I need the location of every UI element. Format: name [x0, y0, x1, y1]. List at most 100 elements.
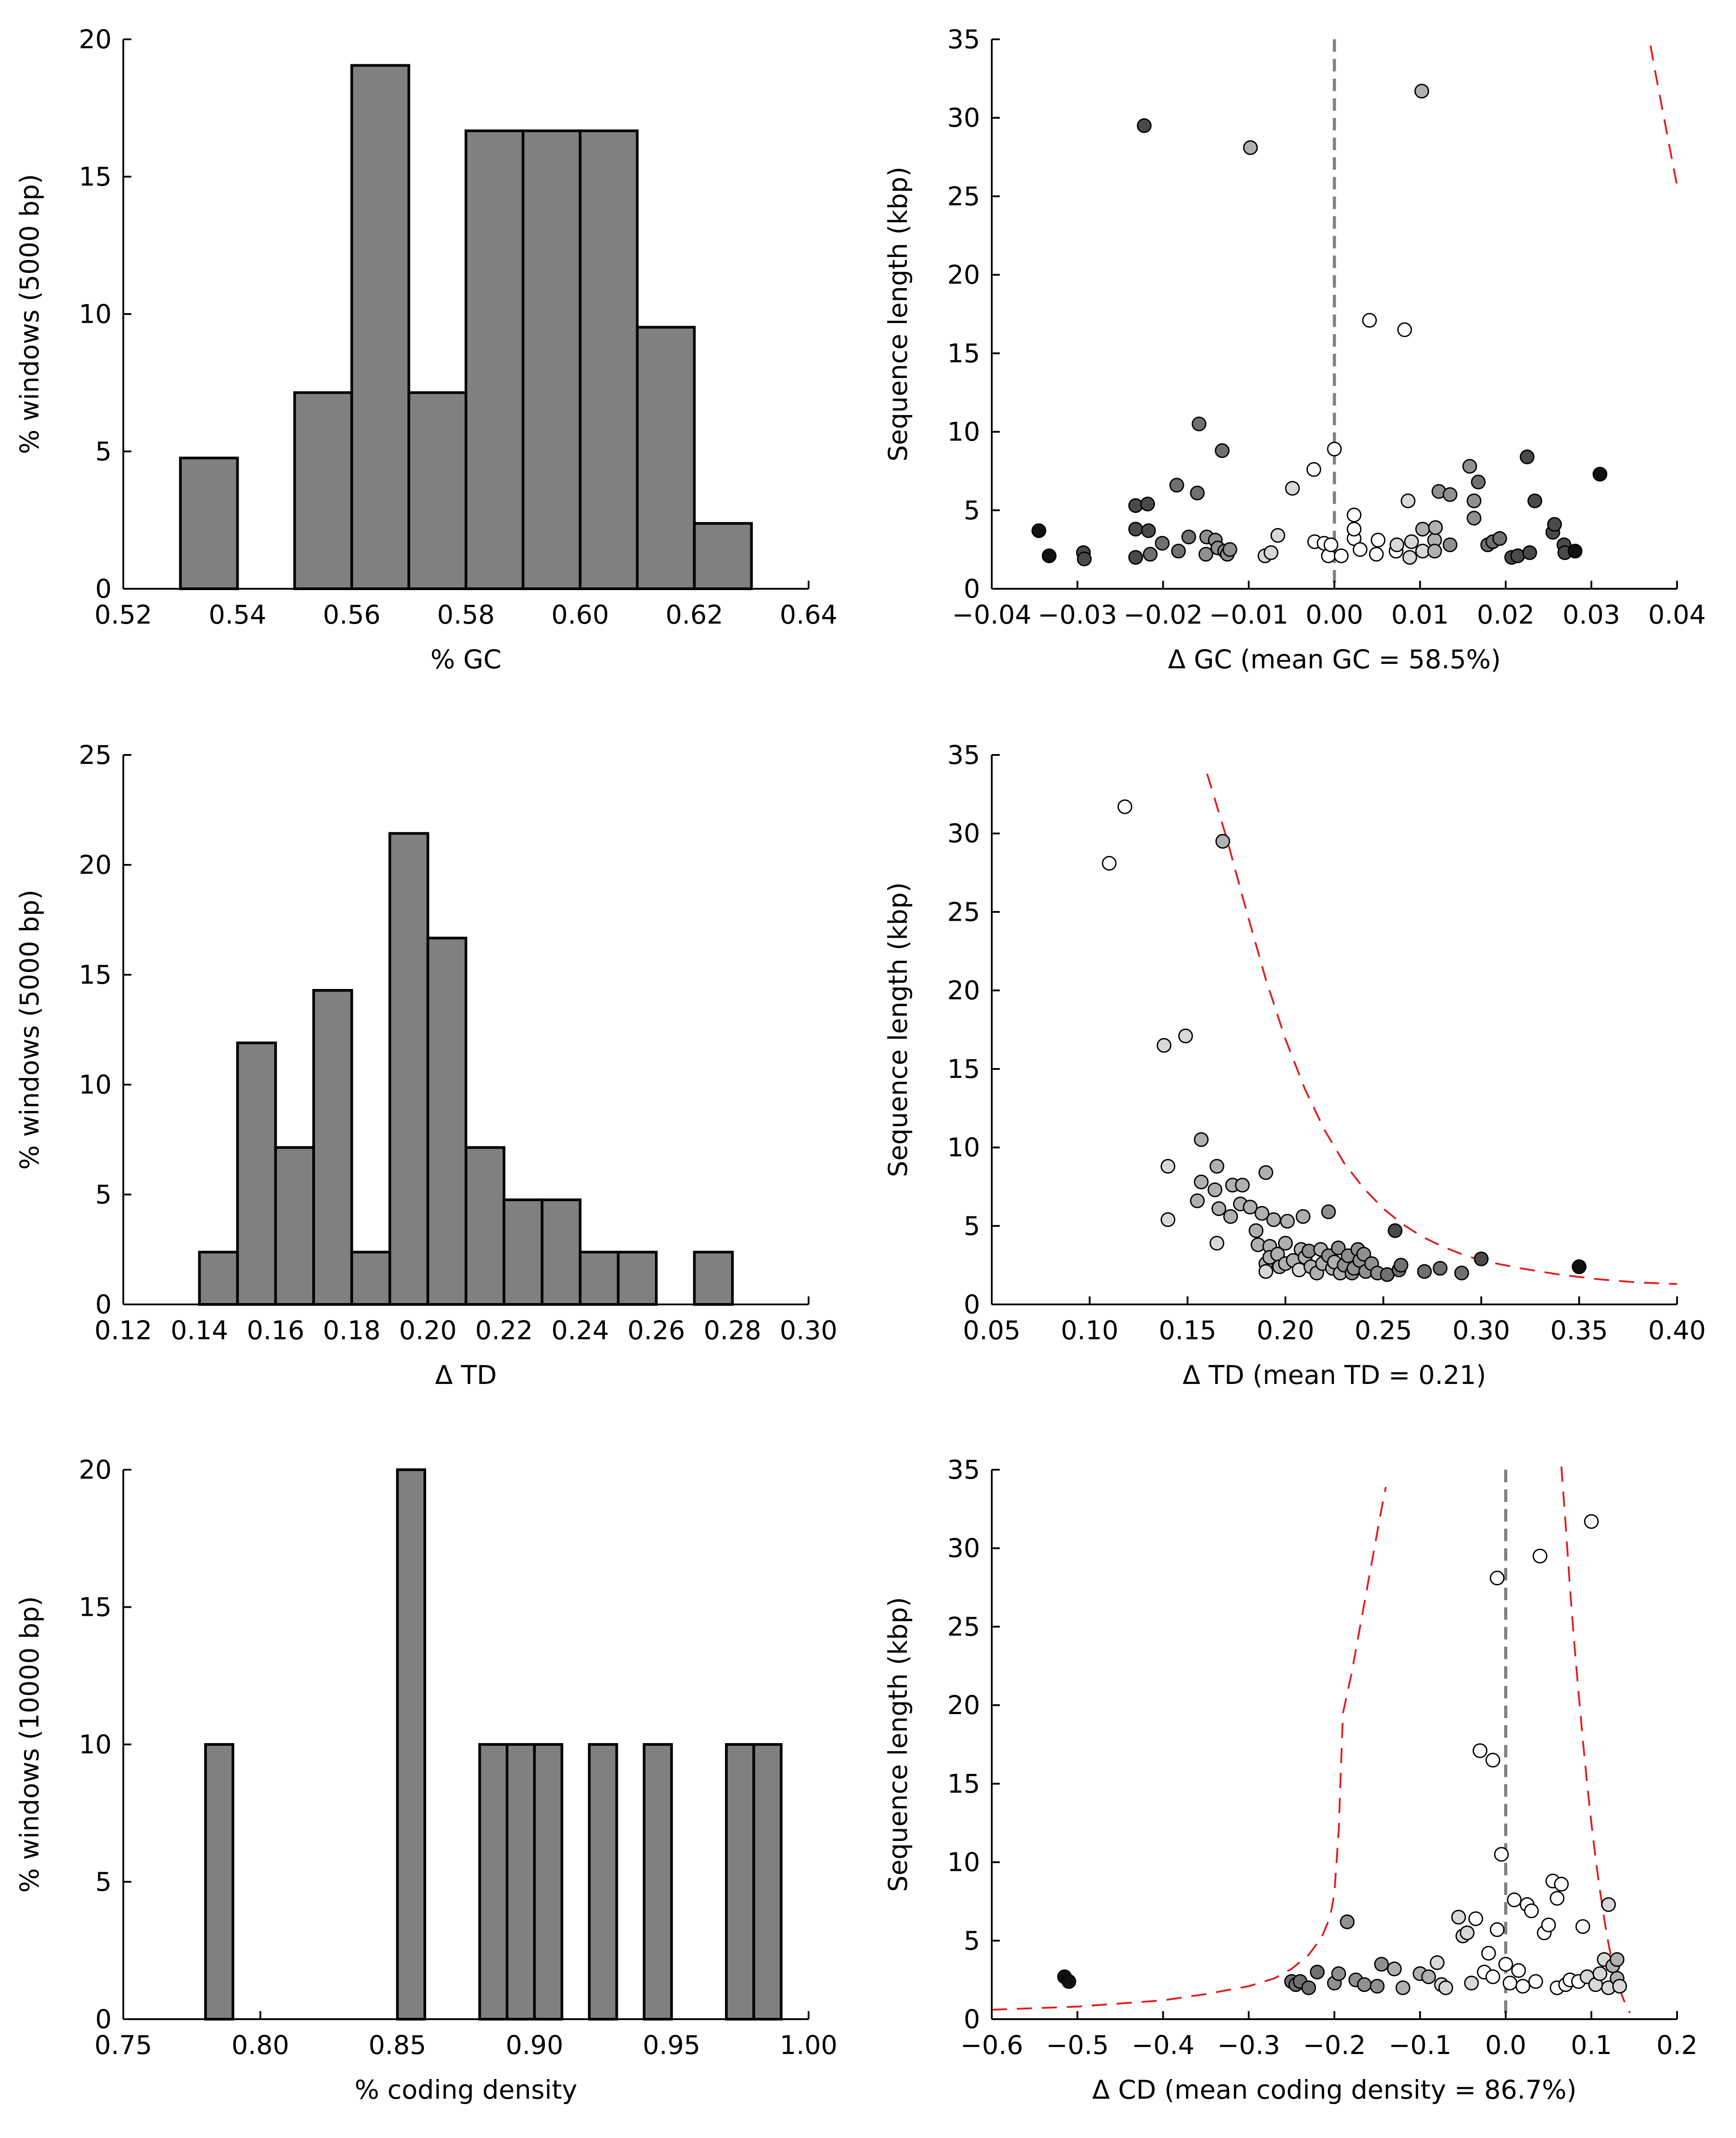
x-tick-label: 0.10: [1061, 1315, 1119, 1346]
scatter-point: [1387, 1962, 1402, 1977]
scatter-point: [1102, 855, 1117, 871]
scatter-point: [1296, 1209, 1311, 1224]
scatter-point: [1208, 1182, 1223, 1197]
x-tick-label: 0.16: [247, 1315, 304, 1346]
histogram-bar: [506, 1743, 536, 2021]
scatter-point: [1209, 1236, 1224, 1251]
gc-histogram-panel: 0.52 0.54 0.56 0.58 0.60 0.62 0.64 0 5 10 15 20 % GC…: [14, 24, 838, 675]
scatter-point: [1371, 532, 1386, 548]
scatter-point: [1532, 1548, 1547, 1564]
x-tick-label: 0.62: [666, 599, 723, 630]
scatter-point: [1128, 550, 1143, 565]
scatter-point: [1389, 537, 1405, 553]
scatter-point: [1547, 517, 1562, 532]
y-axis-title: % windows (5000 bp): [14, 174, 45, 454]
x-tick-label: 0.30: [1452, 1315, 1510, 1346]
scatter-point: [1117, 799, 1132, 814]
scatter-point: [1171, 544, 1186, 559]
scatter-point: [1464, 1975, 1479, 1991]
y-tick-label: 25: [947, 181, 980, 211]
scatter-point: [1388, 1223, 1403, 1238]
x-tick-label: 0.26: [628, 1315, 685, 1346]
scatter-point: [1278, 1236, 1293, 1251]
scatter-point: [1270, 528, 1285, 543]
scatter-point: [1249, 1223, 1264, 1238]
scatter-point: [1498, 1957, 1513, 1972]
scatter-point: [1467, 511, 1482, 526]
x-tick-label: 0.52: [94, 599, 152, 630]
y-tick-label: 5: [964, 1211, 980, 1241]
histogram-bar: [204, 1743, 235, 2021]
histogram-bar: [478, 1743, 509, 2021]
scatter-point: [1468, 1911, 1483, 1926]
y-tick-label: 15: [947, 1054, 980, 1084]
x-tick-label: −0.03: [1038, 599, 1117, 630]
x-tick-label: 0.03: [1563, 599, 1620, 630]
histogram-bar: [521, 129, 582, 590]
scatter-point: [1333, 548, 1349, 563]
x-axis-title: Δ TD (mean TD = 0.21): [1182, 1360, 1486, 1390]
scatter-point: [1169, 478, 1184, 493]
scatter-point: [1415, 521, 1430, 537]
x-tick-label: 0.85: [369, 2030, 426, 2060]
x-tick-label: 0.54: [209, 599, 266, 630]
scatter-point: [1178, 1028, 1193, 1044]
x-tick-label: 0.1: [1571, 2030, 1612, 2060]
histogram-bar: [579, 129, 639, 590]
x-tick-label: 0.56: [323, 599, 381, 630]
x-axis-title: Δ CD (mean coding density = 86.7%): [1092, 2075, 1577, 2105]
scatter-point: [1402, 550, 1417, 565]
scatter-point: [1223, 1209, 1238, 1224]
histogram-bar: [179, 457, 239, 590]
scatter-point: [1215, 834, 1230, 849]
histogram-bar: [541, 1198, 582, 1306]
y-tick-label: 5: [964, 495, 980, 525]
scatter-point: [1395, 1980, 1410, 1995]
scatter-point: [1263, 545, 1279, 560]
x-axis-title: % GC: [431, 644, 502, 675]
scatter-point: [1258, 1264, 1274, 1279]
scatter-point: [1190, 486, 1205, 501]
histogram-bar: [350, 1250, 391, 1306]
y-tick-label: 0: [964, 1289, 980, 1320]
y-tick-label: 30: [947, 103, 980, 133]
scatter-point: [1519, 449, 1535, 465]
scatter-point: [1194, 1132, 1209, 1147]
scatter-point: [1610, 1952, 1625, 1967]
x-tick-label: 0.00: [1305, 599, 1363, 630]
scatter-point: [1346, 521, 1362, 537]
scatter-point: [1266, 1212, 1281, 1227]
x-tick-label: 0.28: [704, 1315, 761, 1346]
y-tick-label: 10: [947, 1847, 980, 1878]
scatter-point: [1143, 547, 1158, 562]
y-tick-label: 20: [947, 975, 980, 1006]
x-tick-label: 0.58: [437, 599, 495, 630]
histogram-bar: [426, 936, 467, 1306]
gc-scatter-panel: −0.04 −0.03 −0.02 −0.01 0.00 0.01 0.02 0.03 0.04…: [883, 24, 1706, 675]
scatter-point: [1438, 1980, 1453, 1995]
x-tick-label: 0.22: [475, 1315, 533, 1346]
scatter-point: [1301, 1980, 1316, 1995]
scatter-point: [1421, 1969, 1436, 1984]
scatter-point: [1041, 548, 1057, 563]
scatter-point: [1502, 1975, 1518, 1991]
y-tick-label: 10: [79, 299, 112, 329]
scatter-point: [1507, 1892, 1522, 1907]
x-tick-label: −0.04: [952, 599, 1032, 630]
scatter-point: [1511, 1963, 1526, 1978]
scatter-point: [1494, 1847, 1509, 1862]
scatter-point: [1492, 531, 1507, 546]
cd-scatter-panel: −0.6 −0.5 −0.4 −0.3 −0.2 −0.1 0.0 0.1 0.2 0 5 10 15 2…: [883, 1455, 1698, 2105]
scatter-point: [1527, 493, 1543, 508]
y-tick-label: 5: [95, 1179, 112, 1210]
y-axis-title: Sequence length (kbp): [883, 1597, 913, 1892]
x-axis-title: % coding density: [355, 2075, 578, 2105]
scatter-point: [1077, 551, 1092, 566]
y-tick-label: 35: [947, 24, 980, 54]
y-axis-title: Sequence length (kbp): [883, 882, 913, 1177]
scatter-point: [1136, 118, 1152, 133]
x-axis-title: Δ TD: [435, 1360, 497, 1390]
x-tick-label: 0.2: [1656, 2030, 1698, 2060]
histogram-bar: [312, 989, 353, 1306]
x-tick-label: −0.01: [1209, 599, 1288, 630]
